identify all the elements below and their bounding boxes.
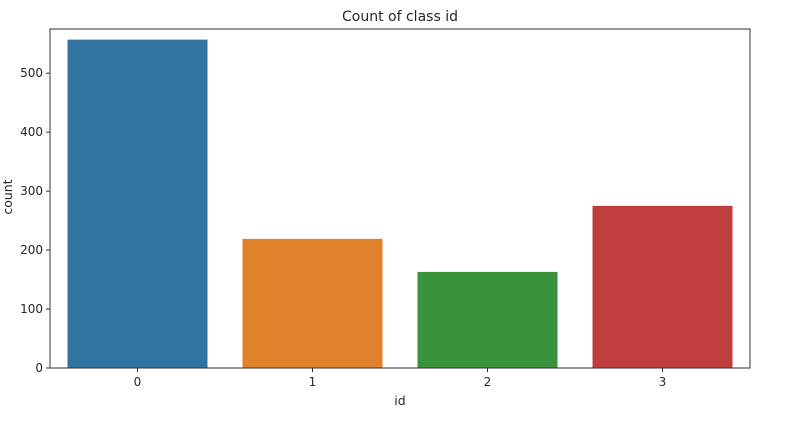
bar-2 (417, 271, 558, 368)
y-tick-label: 200 (20, 243, 43, 257)
x-axis-label: id (394, 393, 405, 408)
y-tick-label: 300 (20, 184, 43, 198)
x-tick-label: 3 (659, 375, 667, 389)
bar-1 (242, 238, 383, 368)
x-axis: 0 1 2 3 (134, 368, 667, 389)
bars-group (67, 39, 733, 368)
y-tick-label: 0 (35, 361, 43, 375)
y-tick-label: 400 (20, 125, 43, 139)
chart-title: Count of class id (342, 9, 458, 25)
y-tick-label: 500 (20, 66, 43, 80)
y-axis-label: count (0, 179, 15, 214)
plot-frame (49, 28, 751, 369)
bar-3 (592, 205, 733, 368)
x-tick-label: 1 (309, 375, 317, 389)
x-tick-label: 2 (484, 375, 492, 389)
bar-0 (67, 39, 208, 368)
y-axis: 0 100 200 300 400 500 (20, 66, 50, 375)
x-tick-label: 0 (134, 375, 142, 389)
y-tick-label: 100 (20, 302, 43, 316)
